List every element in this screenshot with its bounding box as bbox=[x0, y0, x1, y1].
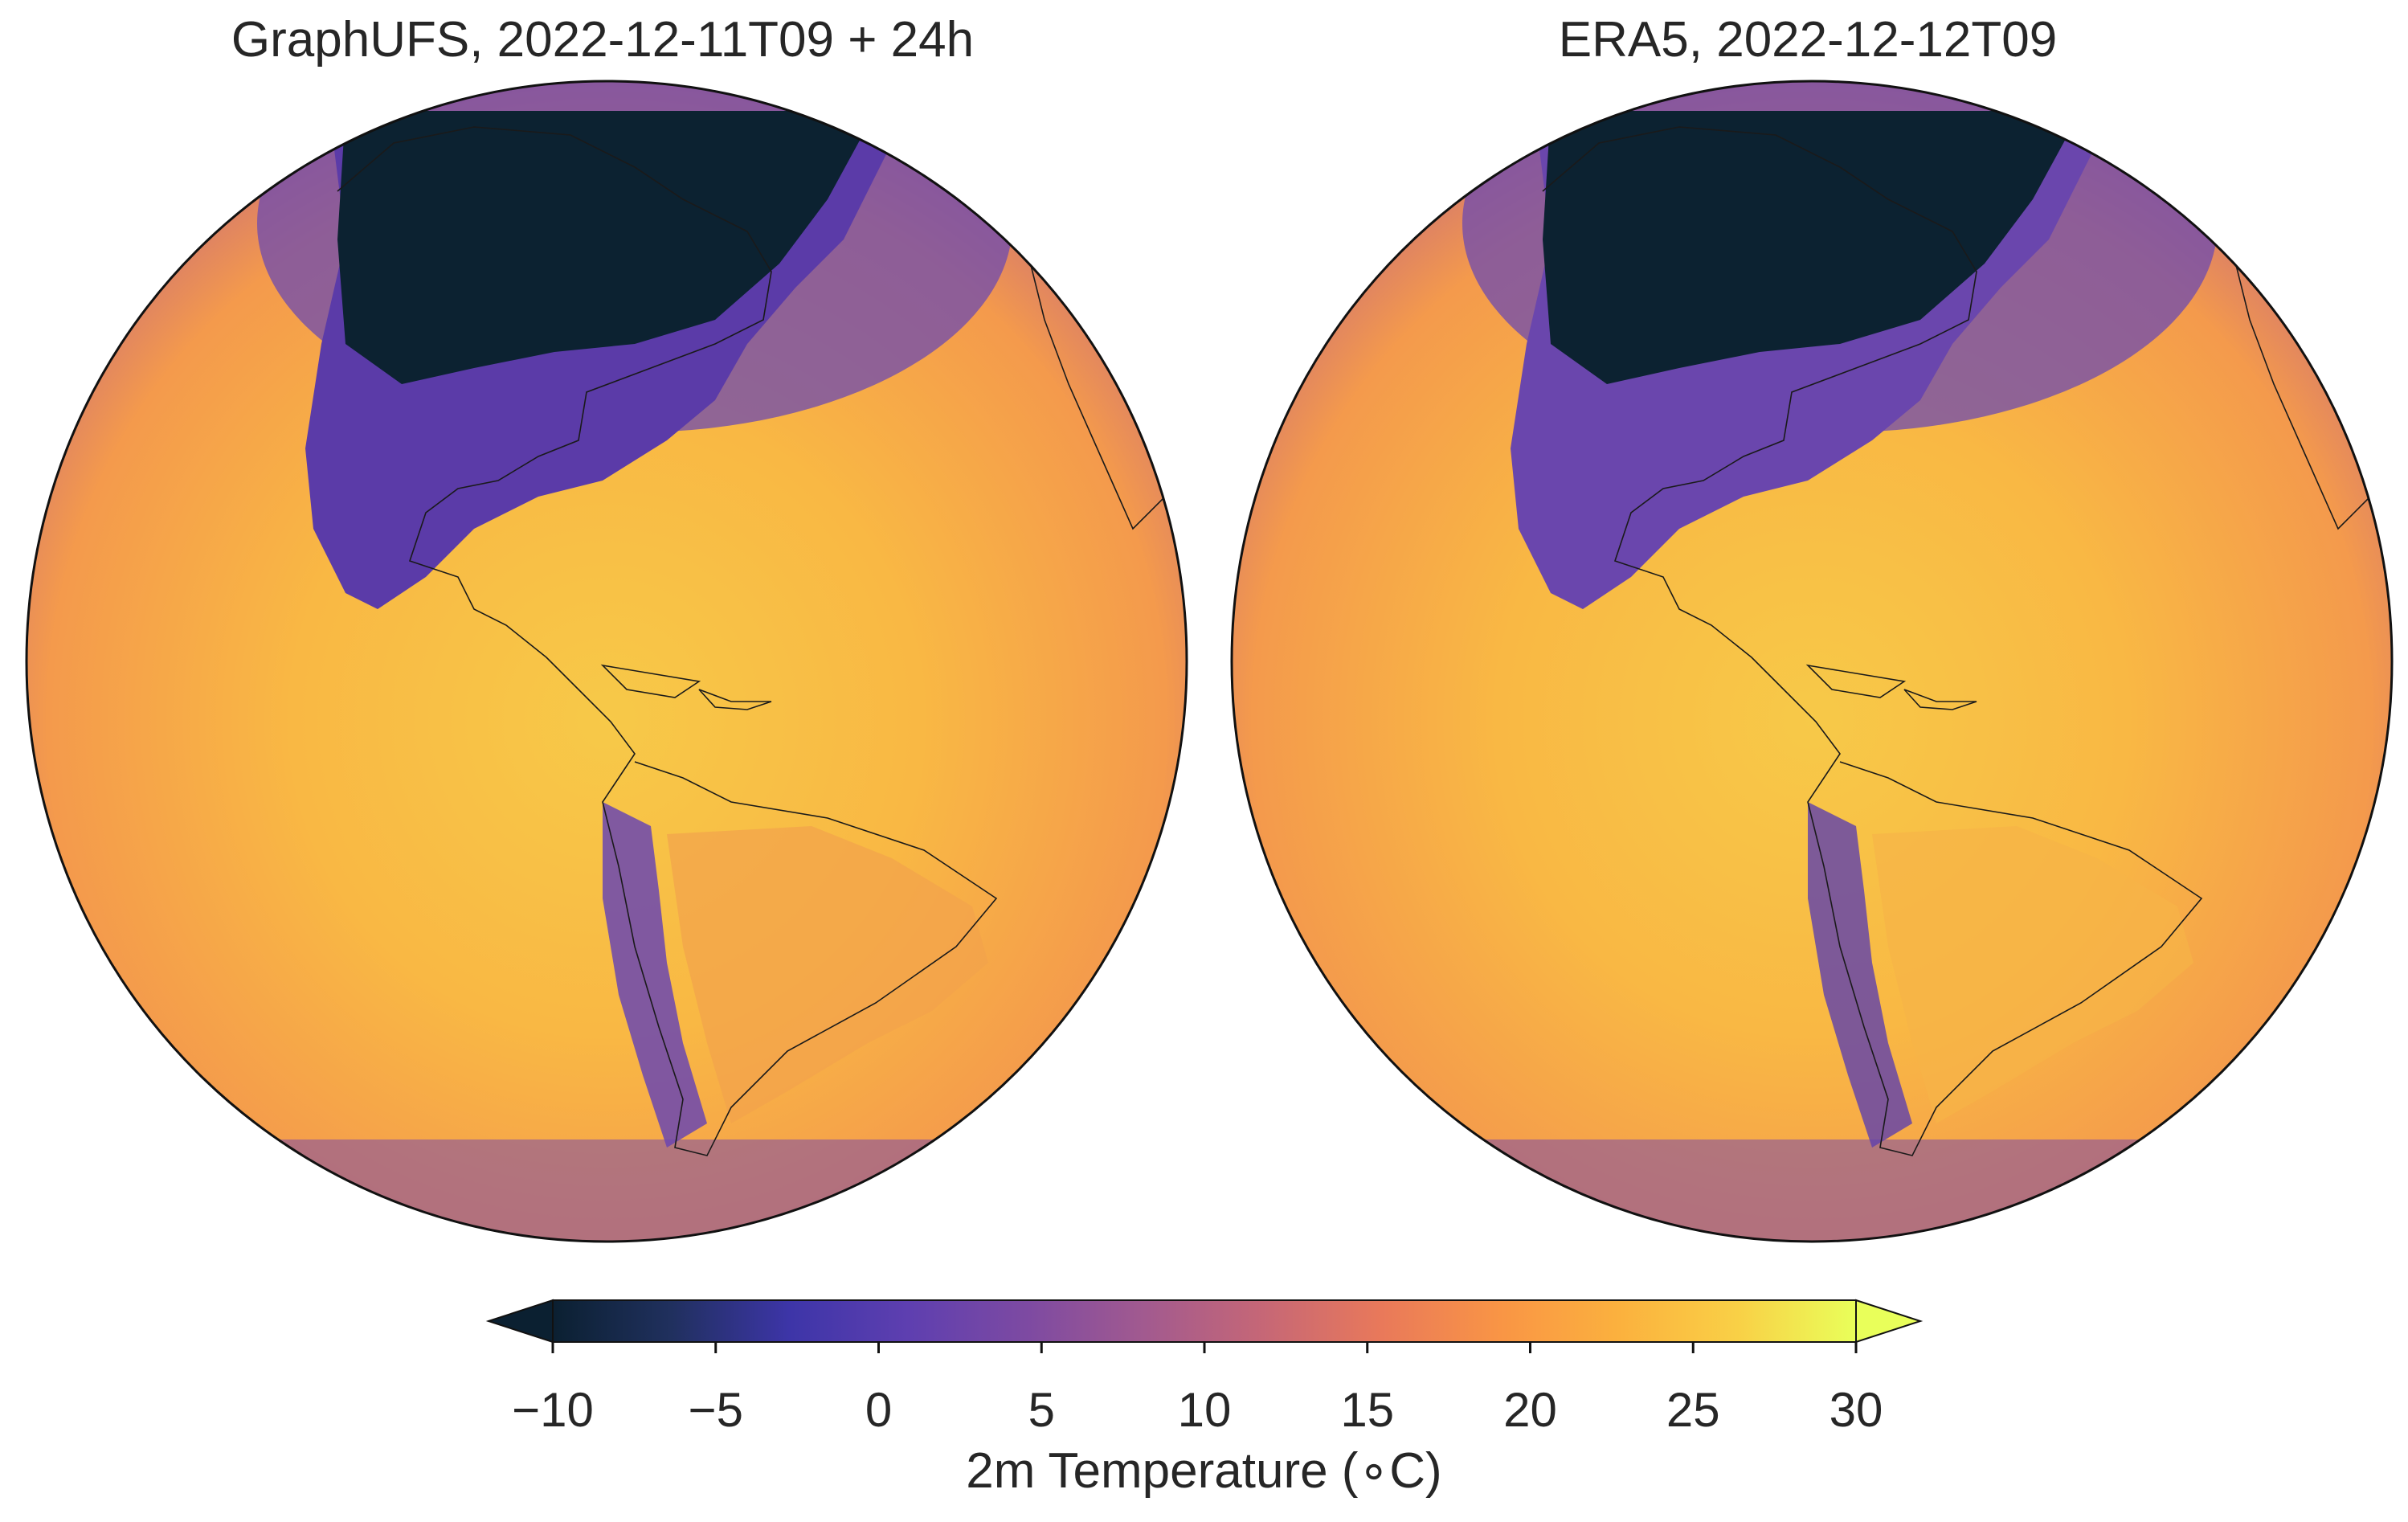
colorbar-gradient bbox=[552, 1299, 1857, 1343]
colorbar-max-extension bbox=[1855, 1299, 1924, 1344]
colorbar-tick-label: 30 bbox=[1829, 1383, 1883, 1437]
colorbar-tick-label: 15 bbox=[1340, 1383, 1395, 1437]
left-panel-title: GraphUFS, 2022-12-11T09 + 24h bbox=[231, 12, 975, 68]
colorbar-tick-label: 10 bbox=[1177, 1383, 1232, 1437]
colorbar-tick-label: 5 bbox=[1028, 1383, 1055, 1437]
colorbar bbox=[485, 1299, 1924, 1353]
coastline bbox=[1542, 126, 2203, 1156]
right-panel-title: ERA5, 2022-12-12T09 bbox=[1558, 12, 2058, 68]
andes-cold-band bbox=[603, 802, 707, 1148]
andes-cold-band bbox=[1808, 802, 1912, 1148]
era5-globe-map bbox=[1230, 80, 2394, 1243]
colorbar-tick-label: −5 bbox=[688, 1383, 743, 1437]
colorbar-min-extension bbox=[485, 1299, 554, 1344]
coastline bbox=[337, 126, 998, 1156]
colorbar-tick-label: 0 bbox=[865, 1383, 893, 1437]
colorbar-tick-label: 25 bbox=[1666, 1383, 1720, 1437]
colorbar-tick-label: −10 bbox=[512, 1383, 594, 1437]
graphufs-globe-map bbox=[25, 80, 1188, 1243]
colorbar-label: 2m Temperature (∘C) bbox=[966, 1443, 1442, 1499]
colorbar-tick-label: 20 bbox=[1503, 1383, 1557, 1437]
